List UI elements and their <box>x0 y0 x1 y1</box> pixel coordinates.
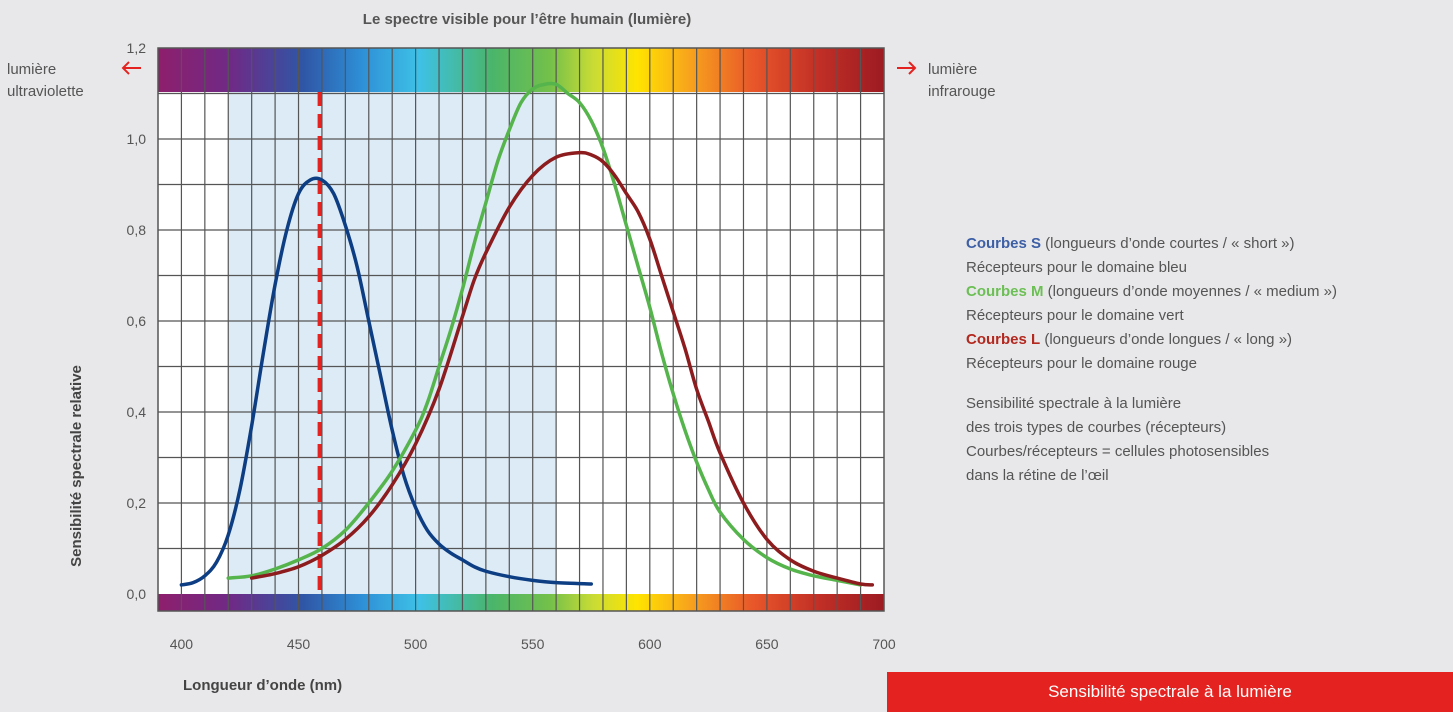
legend-l-title: Courbes L <box>966 331 1041 348</box>
y-tick-label: 0,2 <box>127 495 147 511</box>
spectrum-bar-top <box>158 48 884 92</box>
ir-note: lumière infrarouge <box>897 61 996 100</box>
uv-note: lumière ultraviolette <box>7 61 141 100</box>
legend-s-title: Courbes S <box>966 235 1042 252</box>
y-tick-label: 0,0 <box>127 586 147 602</box>
y-tick-label: 0,8 <box>127 222 147 238</box>
grid <box>158 48 884 611</box>
y-tick-label: 1,0 <box>127 131 147 147</box>
legend-l: Courbes L (longueurs d’onde longues / « … <box>966 328 1446 352</box>
legend-m: Courbes M (longueurs d’onde moyennes / «… <box>966 280 1446 304</box>
legend-m-title: Courbes M <box>966 283 1044 300</box>
plot-frame <box>157 47 885 612</box>
legend-m-desc: (longueurs d’onde moyennes / « medium ») <box>1043 283 1338 300</box>
x-tick-label: 600 <box>638 636 662 652</box>
legend-s: Courbes S (longueurs d’onde courtes / « … <box>966 232 1446 256</box>
y-tick-label: 1,2 <box>127 40 147 56</box>
chart-title: Le spectre visible pour l’être humain (l… <box>363 11 691 28</box>
plot-area <box>157 47 885 612</box>
legend-s-desc: (longueurs d’onde courtes / « short ») <box>1041 235 1295 252</box>
legend-l-desc: (longueurs d’onde longues / « long ») <box>1040 331 1293 348</box>
ir-note-line-2: infrarouge <box>928 83 996 100</box>
arrow-right-icon <box>897 61 917 75</box>
y-axis-label: Sensibilité spectrale relative <box>68 365 85 567</box>
uv-note-line-1: lumière <box>7 61 56 78</box>
x-tick-label: 650 <box>755 636 779 652</box>
series-m-curve <box>226 81 863 587</box>
legend-s-sub: Récepteurs pour le domaine bleu <box>966 259 1187 276</box>
footer-red-banner[interactable]: Sensibilité spectrale à la lumière <box>887 672 1453 712</box>
note-line: Courbes/récepteurs = cellules photosensi… <box>966 443 1270 460</box>
note-line: des trois types de courbes (récepteurs) <box>966 419 1227 436</box>
series-s-curve <box>179 176 594 587</box>
uv-note-line-2: ultraviolette <box>7 83 84 100</box>
x-tick-label: 400 <box>170 636 194 652</box>
spectrum-bar-bottom <box>158 594 884 611</box>
legend-m-sub: Récepteurs pour le domaine vert <box>966 307 1184 324</box>
y-tick-labels: 0,0 0,2 0,4 0,6 0,8 1,0 1,2 <box>127 40 147 602</box>
x-tick-label: 550 <box>521 636 545 652</box>
x-tick-label: 450 <box>287 636 311 652</box>
ir-note-line-1: lumière <box>928 61 977 78</box>
series-group <box>179 81 875 587</box>
arrow-left-icon <box>121 61 141 75</box>
legend-l-sub: Récepteurs pour le domaine rouge <box>966 355 1197 372</box>
x-tick-label: 700 <box>872 636 896 652</box>
x-tick-labels: 400 450 500 550 600 650 700 <box>170 636 896 652</box>
y-tick-label: 0,4 <box>127 404 147 420</box>
legend: Courbes S (longueurs d’onde courtes / « … <box>966 232 1446 488</box>
note-line: Sensibilité spectrale à la lumière <box>966 395 1182 412</box>
x-tick-label: 500 <box>404 636 428 652</box>
note-line: dans la rétine de l’œil <box>966 467 1109 484</box>
x-axis-label: Longueur d’onde (nm) <box>183 677 342 694</box>
spectral-chart: Le spectre visible pour l’être humain (l… <box>7 11 996 694</box>
series-l-curve <box>249 150 875 587</box>
y-tick-label: 0,6 <box>127 313 147 329</box>
